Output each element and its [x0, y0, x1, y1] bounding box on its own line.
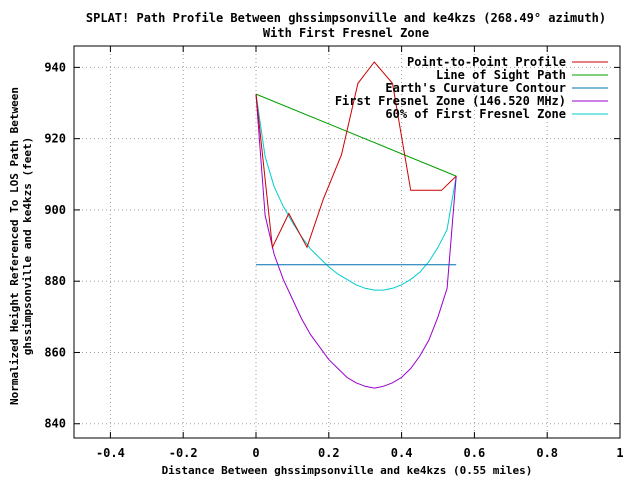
- legend-label: Point-to-Point Profile: [407, 55, 566, 69]
- x-tick-label: 0: [252, 446, 259, 460]
- y-tick-label: 880: [44, 274, 66, 288]
- series-line: [255, 93, 457, 177]
- x-tick-label: 0.8: [536, 446, 558, 460]
- series-line: [255, 61, 457, 250]
- legend-label: Line of Sight Path: [436, 68, 566, 82]
- y-tick-label: 900: [44, 203, 66, 217]
- x-tick-label: 0.4: [391, 446, 413, 460]
- x-tick-label: -0.2: [169, 446, 198, 460]
- x-tick-label: 1: [616, 446, 623, 460]
- series-line: [255, 94, 457, 291]
- x-axis-label: Distance Between ghssimpsonville and ke4…: [162, 464, 533, 477]
- x-tick-label: 0.2: [318, 446, 340, 460]
- y-tick-label: 920: [44, 132, 66, 146]
- series-line: [255, 94, 457, 389]
- chart-title-line1: SPLAT! Path Profile Between ghssimpsonvi…: [86, 11, 606, 25]
- y-axis-label-line2: ghssimpsonville and ke4kzs (feet): [21, 137, 34, 356]
- plot-frame: [73, 45, 621, 439]
- legend-label: Earth's Curvature Contour: [385, 81, 566, 95]
- legend-label: First Fresnel Zone (146.520 MHz): [335, 94, 566, 108]
- y-axis-label-line1: Normalized Height Referenced To LOS Path…: [8, 87, 21, 405]
- x-tick-label: -0.4: [96, 446, 125, 460]
- legend-label: 60% of First Fresnel Zone: [385, 107, 566, 121]
- y-tick-label: 860: [44, 345, 66, 359]
- data-series: [255, 61, 457, 389]
- x-tick-label: 0.6: [464, 446, 486, 460]
- axis-ticks: -0.4 -0.2 0 0.2 0.4 0.6 0.8 1 840 860 880 900 920 940: [44, 46, 624, 460]
- y-tick-label: 940: [44, 60, 66, 74]
- y-tick-label: 840: [44, 417, 66, 431]
- chart-title-line2: With First Fresnel Zone: [263, 26, 429, 40]
